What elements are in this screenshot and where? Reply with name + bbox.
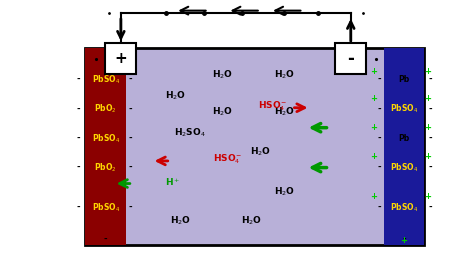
Text: HSO$_4^-$: HSO$_4^-$: [213, 153, 242, 166]
Text: -: -: [347, 49, 354, 68]
Bar: [105, 43, 136, 74]
Text: +: +: [425, 94, 431, 103]
Text: H$_2$O: H$_2$O: [274, 68, 295, 81]
Text: -: -: [428, 163, 432, 172]
Text: -: -: [76, 203, 80, 212]
Text: PbO$_2$: PbO$_2$: [94, 103, 117, 115]
Text: +: +: [371, 67, 378, 76]
Text: -: -: [428, 134, 432, 143]
Bar: [383, 48, 424, 245]
Text: H$_2$O: H$_2$O: [250, 146, 271, 158]
Text: +: +: [425, 192, 431, 201]
Text: +: +: [115, 51, 127, 66]
Bar: [85, 48, 424, 245]
Text: -: -: [76, 75, 80, 84]
Bar: [336, 43, 366, 74]
Text: -: -: [428, 75, 432, 84]
Text: H$^+$: H$^+$: [165, 176, 181, 188]
Text: -: -: [377, 75, 381, 84]
Text: -: -: [76, 134, 80, 143]
Text: -: -: [377, 134, 381, 143]
Text: H$_2$SO$_4$: H$_2$SO$_4$: [174, 127, 205, 139]
Text: H$_2$O: H$_2$O: [241, 215, 262, 227]
Text: PbSO$_4$: PbSO$_4$: [390, 161, 418, 174]
Text: +: +: [425, 67, 431, 76]
Text: PbSO$_4$: PbSO$_4$: [390, 103, 418, 115]
Text: PbSO$_4$: PbSO$_4$: [91, 74, 120, 86]
Text: -: -: [129, 105, 133, 114]
Text: HSO$_4^-$: HSO$_4^-$: [258, 100, 287, 113]
Text: PbSO$_4$: PbSO$_4$: [91, 201, 120, 214]
Text: -: -: [129, 163, 133, 172]
Text: PbSO$_4$: PbSO$_4$: [390, 201, 418, 214]
Text: -: -: [377, 105, 381, 114]
Text: +: +: [371, 152, 378, 161]
Text: -: -: [76, 163, 80, 172]
Text: H$_2$O: H$_2$O: [212, 68, 233, 81]
Text: +: +: [425, 123, 431, 132]
Text: -: -: [76, 105, 80, 114]
Text: Pb: Pb: [398, 75, 410, 84]
Text: -: -: [402, 235, 406, 244]
Text: +: +: [371, 94, 378, 103]
Text: H$_2$O: H$_2$O: [274, 106, 295, 118]
Text: -: -: [377, 163, 381, 172]
Text: -: -: [428, 105, 432, 114]
Text: -: -: [129, 203, 133, 212]
Text: -: -: [129, 75, 133, 84]
Text: -: -: [129, 134, 133, 143]
Text: +: +: [425, 152, 431, 161]
Text: +: +: [371, 192, 378, 201]
Text: PbSO$_4$: PbSO$_4$: [91, 132, 120, 144]
Text: H$_2$O: H$_2$O: [212, 106, 233, 118]
Text: -: -: [377, 203, 381, 212]
Text: +: +: [401, 236, 407, 245]
Bar: [85, 48, 126, 245]
Text: Pb: Pb: [398, 134, 410, 143]
Text: H$_2$O: H$_2$O: [274, 185, 295, 198]
Text: H$_2$O: H$_2$O: [165, 90, 186, 102]
Text: H$_2$O: H$_2$O: [170, 215, 191, 227]
Text: PbO$_2$: PbO$_2$: [94, 161, 117, 174]
Text: -: -: [428, 203, 432, 212]
Text: +: +: [371, 123, 378, 132]
Text: -: -: [104, 235, 108, 244]
